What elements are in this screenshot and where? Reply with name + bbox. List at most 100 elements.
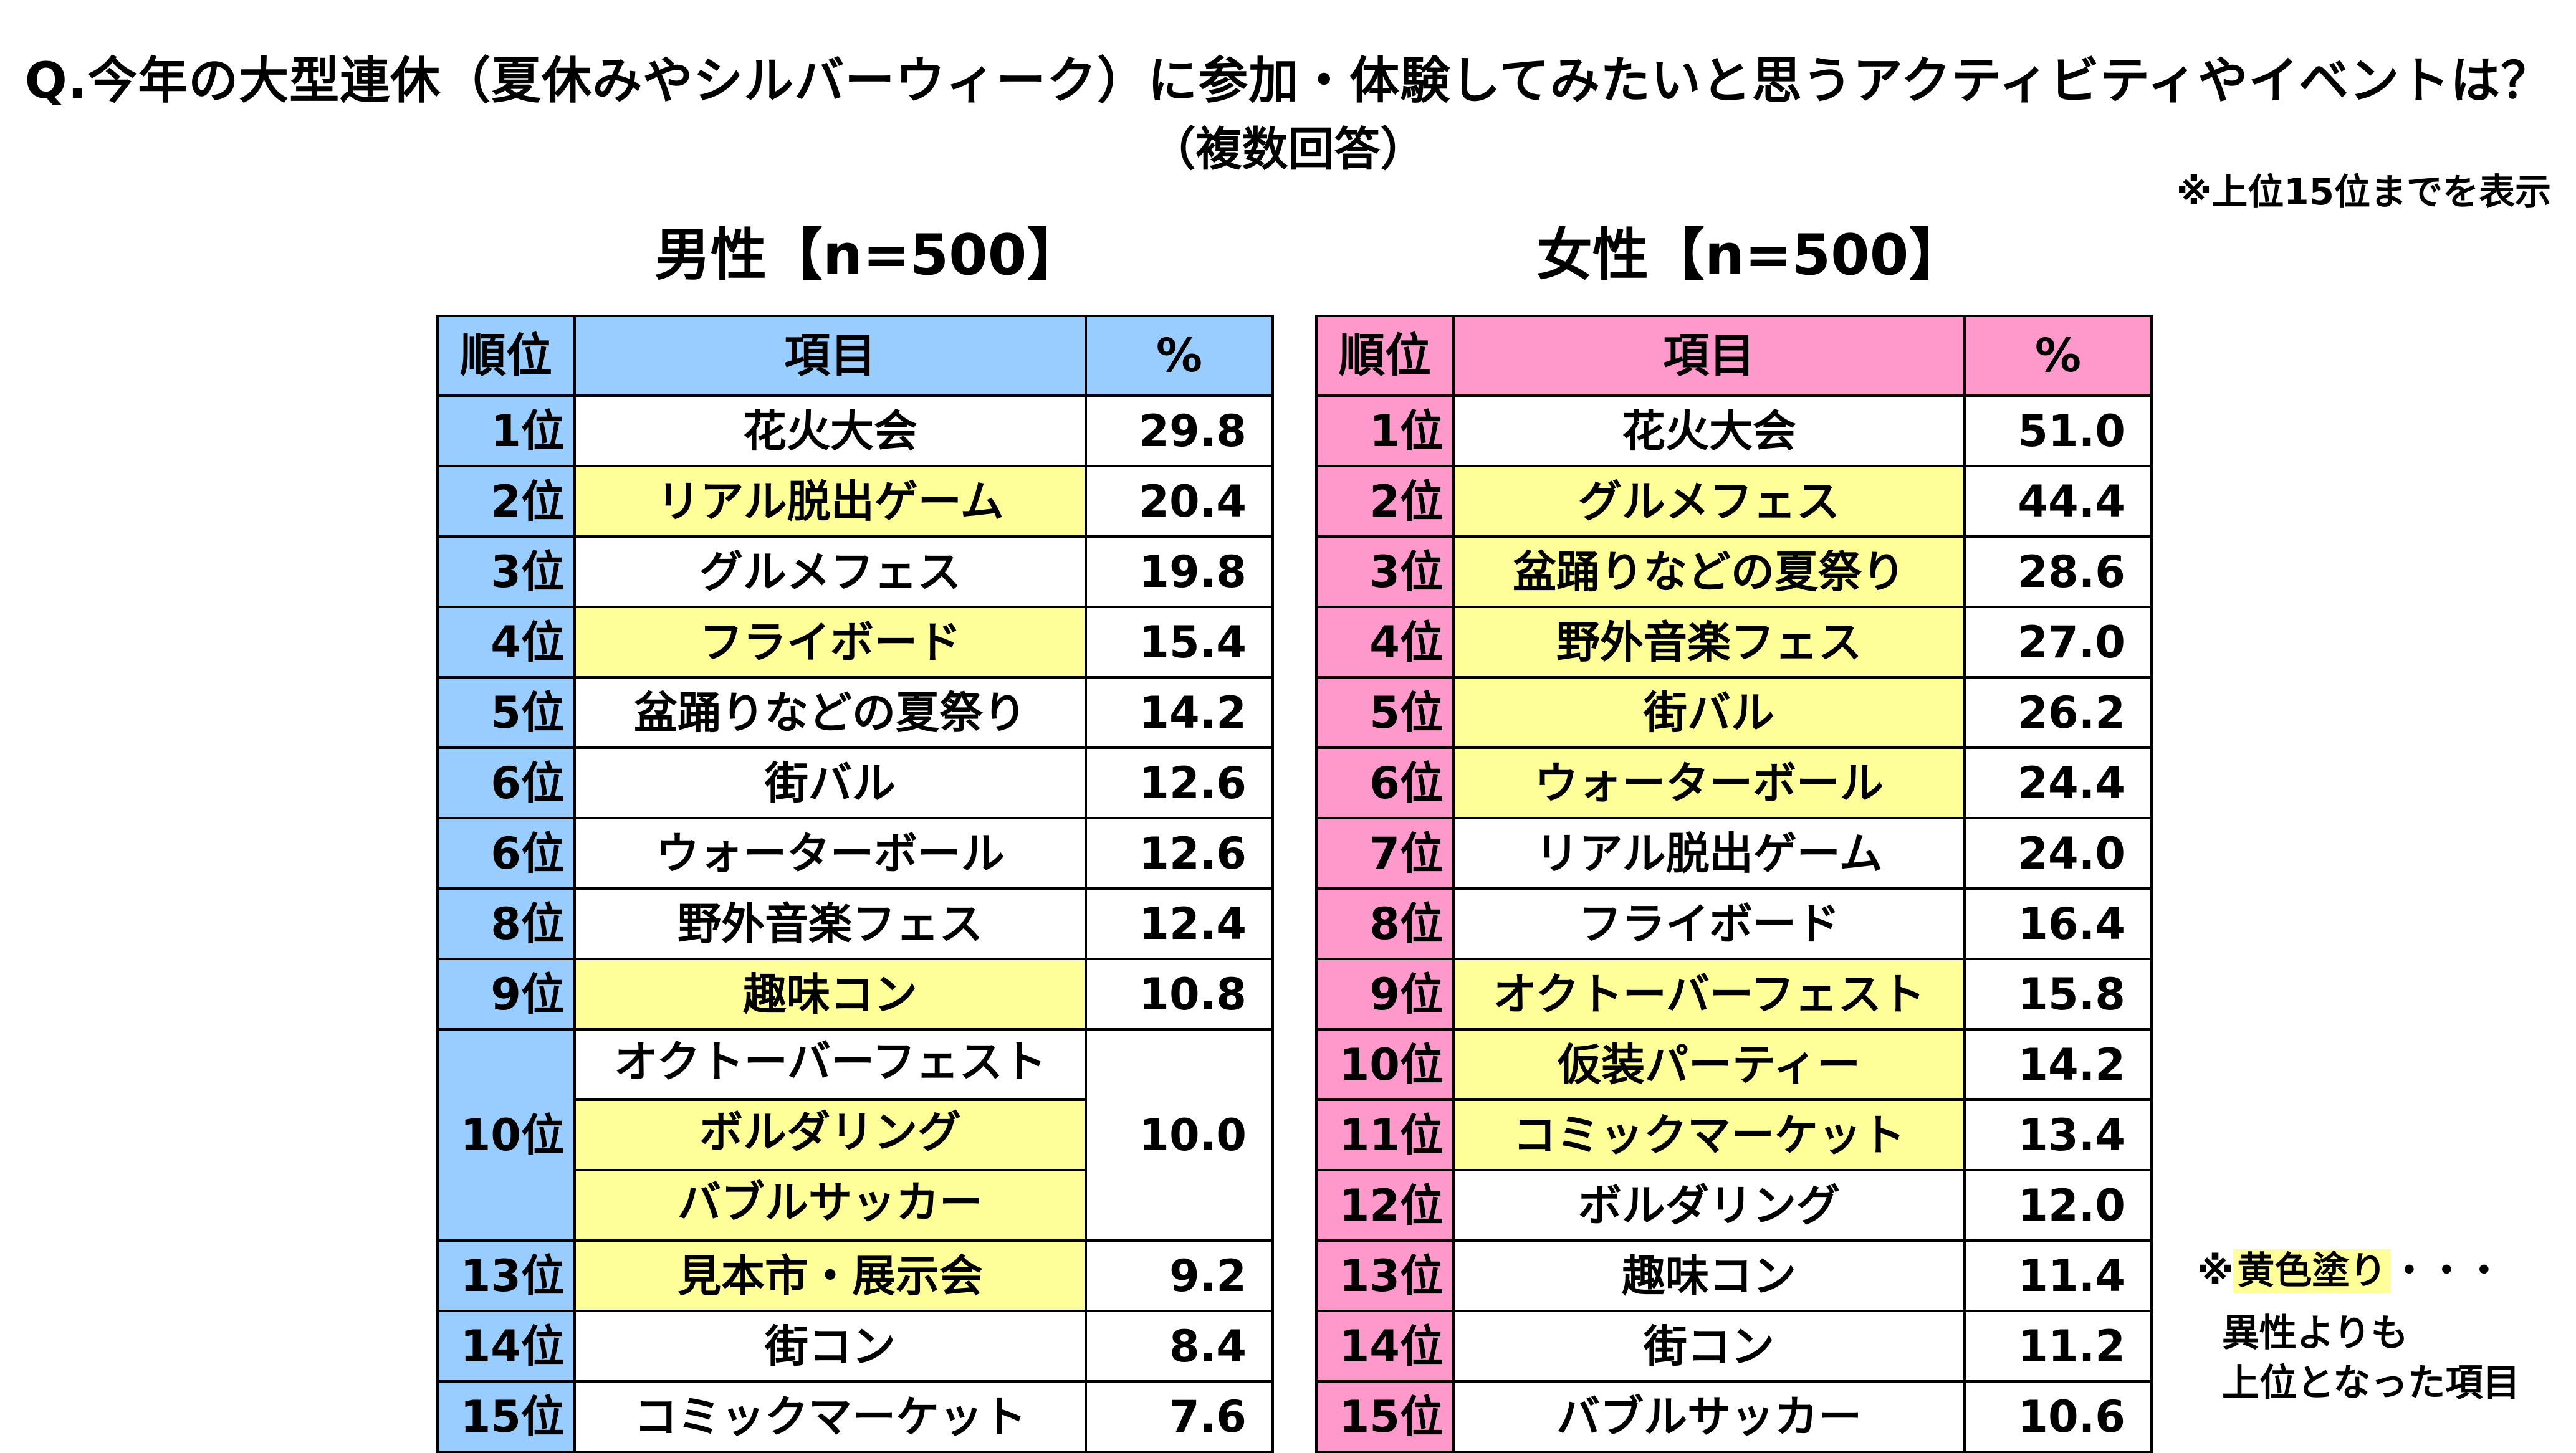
rank-cell: 8位 bbox=[436, 887, 576, 960]
table-row: 9位 趣味コン 10.8 bbox=[436, 958, 1274, 1031]
rank-cell: 2位 bbox=[436, 465, 576, 538]
item-cell: バブルサッカー bbox=[1452, 1380, 1966, 1453]
table-row: 11位 コミックマーケット 13.4 bbox=[1315, 1098, 2153, 1171]
rank-cell: 5位 bbox=[436, 676, 576, 749]
percent-cell: 11.4 bbox=[1963, 1239, 2153, 1312]
item-cell: バブルサッカー bbox=[577, 1169, 1083, 1238]
item-cell: グルメフェス bbox=[573, 535, 1087, 608]
question-subtitle: （複数回答） bbox=[1149, 123, 1427, 176]
table-row: 1位 花火大会 51.0 bbox=[1315, 394, 2153, 467]
item-cell: 街バル bbox=[1452, 676, 1966, 749]
table-row: 5位 盆踊りなどの夏祭り 14.2 bbox=[436, 676, 1274, 749]
table-row: 4位 フライボード 15.4 bbox=[436, 606, 1274, 679]
rank-cell: 1位 bbox=[1315, 394, 1455, 467]
rank-cell: 6位 bbox=[436, 746, 576, 819]
rank-cell: 7位 bbox=[1315, 817, 1455, 890]
percent-cell: 13.4 bbox=[1963, 1098, 2153, 1171]
table-row: 14位 街コン 8.4 bbox=[436, 1310, 1274, 1383]
percent-cell: 12.6 bbox=[1085, 817, 1274, 890]
item-cell: 仮装パーティー bbox=[1452, 1028, 1966, 1101]
item-cell: コミックマーケット bbox=[573, 1380, 1087, 1453]
item-cell-group: オクトーバーフェスト ボルダリング バブルサッカー bbox=[573, 1028, 1087, 1242]
rank-cell: 11位 bbox=[1315, 1098, 1455, 1171]
rank-cell: 6位 bbox=[436, 817, 576, 890]
percent-cell: 12.4 bbox=[1085, 887, 1274, 960]
item-cell: リアル脱出ゲーム bbox=[1452, 817, 1966, 890]
table-row: 15位 コミックマーケット 7.6 bbox=[436, 1380, 1274, 1453]
table-row: 1位 花火大会 29.8 bbox=[436, 394, 1274, 467]
percent-cell: 16.4 bbox=[1963, 887, 2153, 960]
item-cell: コミックマーケット bbox=[1452, 1098, 1966, 1171]
rank-cell: 9位 bbox=[436, 958, 576, 1031]
rank-cell: 3位 bbox=[436, 535, 576, 608]
table-header-row: 順位 項目 % bbox=[1315, 315, 2153, 397]
percent-cell: 14.2 bbox=[1963, 1028, 2153, 1101]
rank-cell: 15位 bbox=[436, 1380, 576, 1453]
legend-prefix: ※ bbox=[2197, 1249, 2234, 1293]
item-cell: 盆踊りなどの夏祭り bbox=[1452, 535, 1966, 608]
table-row: 6位 街バル 12.6 bbox=[436, 746, 1274, 819]
item-cell: 街コン bbox=[1452, 1310, 1966, 1383]
percent-cell: 44.4 bbox=[1963, 465, 2153, 538]
rank-cell: 6位 bbox=[1315, 746, 1455, 819]
percent-cell: 27.0 bbox=[1963, 606, 2153, 679]
table-row: 15位 バブルサッカー 10.6 bbox=[1315, 1380, 2153, 1453]
percent-header: % bbox=[1963, 315, 2153, 397]
rank-header: 順位 bbox=[1315, 315, 1455, 397]
percent-cell: 24.0 bbox=[1963, 817, 2153, 890]
rank-cell: 14位 bbox=[1315, 1310, 1455, 1383]
question-title: Q.今年の大型連休（夏休みやシルバーウィーク）に参加・体験してみたいと思うアクテ… bbox=[24, 52, 2552, 110]
rank-cell: 5位 bbox=[1315, 676, 1455, 749]
percent-header: % bbox=[1085, 315, 1274, 397]
rank-cell: 8位 bbox=[1315, 887, 1455, 960]
item-cell: 花火大会 bbox=[1452, 394, 1966, 467]
table-row: 10位 仮装パーティー 14.2 bbox=[1315, 1028, 2153, 1101]
top15-note: ※上位15位までを表示 bbox=[2176, 171, 2551, 213]
item-cell: グルメフェス bbox=[1452, 465, 1966, 538]
item-cell: 趣味コン bbox=[573, 958, 1087, 1031]
percent-cell: 29.8 bbox=[1085, 394, 1274, 467]
percent-cell: 10.6 bbox=[1963, 1380, 2153, 1453]
item-header: 項目 bbox=[1452, 315, 1966, 397]
percent-cell: 8.4 bbox=[1085, 1310, 1274, 1383]
item-cell: ボルダリング bbox=[1452, 1169, 1966, 1242]
female-heading: 女性【n=500】 bbox=[1536, 222, 1965, 288]
percent-cell: 10.8 bbox=[1085, 958, 1274, 1031]
item-header: 項目 bbox=[573, 315, 1087, 397]
rank-cell: 2位 bbox=[1315, 465, 1455, 538]
rank-cell: 10位 bbox=[1315, 1028, 1455, 1101]
rank-cell: 4位 bbox=[1315, 606, 1455, 679]
table-row: 13位 見本市・展示会 9.2 bbox=[436, 1239, 1274, 1312]
table-row: 8位 野外音楽フェス 12.4 bbox=[436, 887, 1274, 960]
table-row: 6位 ウォーターボール 12.6 bbox=[436, 817, 1274, 890]
item-cell: フライボード bbox=[573, 606, 1087, 679]
table-row: 4位 野外音楽フェス 27.0 bbox=[1315, 606, 2153, 679]
rank-cell: 12位 bbox=[1315, 1169, 1455, 1242]
table-row: 12位 ボルダリング 12.0 bbox=[1315, 1169, 2153, 1242]
male-ranking-table: 順位 項目 % 1位 花火大会 29.8 2位 リアル脱出ゲーム 20.4 3位 グルメフェス… bbox=[436, 315, 1274, 1453]
item-cell: 野外音楽フェス bbox=[573, 887, 1087, 960]
percent-cell: 12.0 bbox=[1963, 1169, 2153, 1242]
rank-cell: 13位 bbox=[436, 1239, 576, 1312]
rank-cell: 13位 bbox=[1315, 1239, 1455, 1312]
rank-cell: 3位 bbox=[1315, 535, 1455, 608]
item-cell: 盆踊りなどの夏祭り bbox=[573, 676, 1087, 749]
table-row: 5位 街バル 26.2 bbox=[1315, 676, 2153, 749]
item-cell: ウォーターボール bbox=[1452, 746, 1966, 819]
percent-cell: 14.2 bbox=[1085, 676, 1274, 749]
legend-description: 異性よりも 上位となった項目 bbox=[2222, 1308, 2520, 1408]
percent-cell: 11.2 bbox=[1963, 1310, 2153, 1383]
item-cell: 野外音楽フェス bbox=[1452, 606, 1966, 679]
percent-cell: 10.0 bbox=[1085, 1028, 1274, 1242]
rank-cell: 10位 bbox=[436, 1028, 576, 1242]
item-cell: ウォーターボール bbox=[573, 817, 1087, 890]
legend-desc-line2: 上位となった項目 bbox=[2222, 1361, 2521, 1405]
rank-cell: 9位 bbox=[1315, 958, 1455, 1031]
percent-cell: 15.4 bbox=[1085, 606, 1274, 679]
item-cell: オクトーバーフェスト bbox=[1452, 958, 1966, 1031]
item-cell: 花火大会 bbox=[573, 394, 1087, 467]
rank-cell: 15位 bbox=[1315, 1380, 1455, 1453]
percent-cell: 51.0 bbox=[1963, 394, 2153, 467]
item-cell: フライボード bbox=[1452, 887, 1966, 960]
legend-desc-line1: 異性よりも bbox=[2222, 1312, 2408, 1355]
